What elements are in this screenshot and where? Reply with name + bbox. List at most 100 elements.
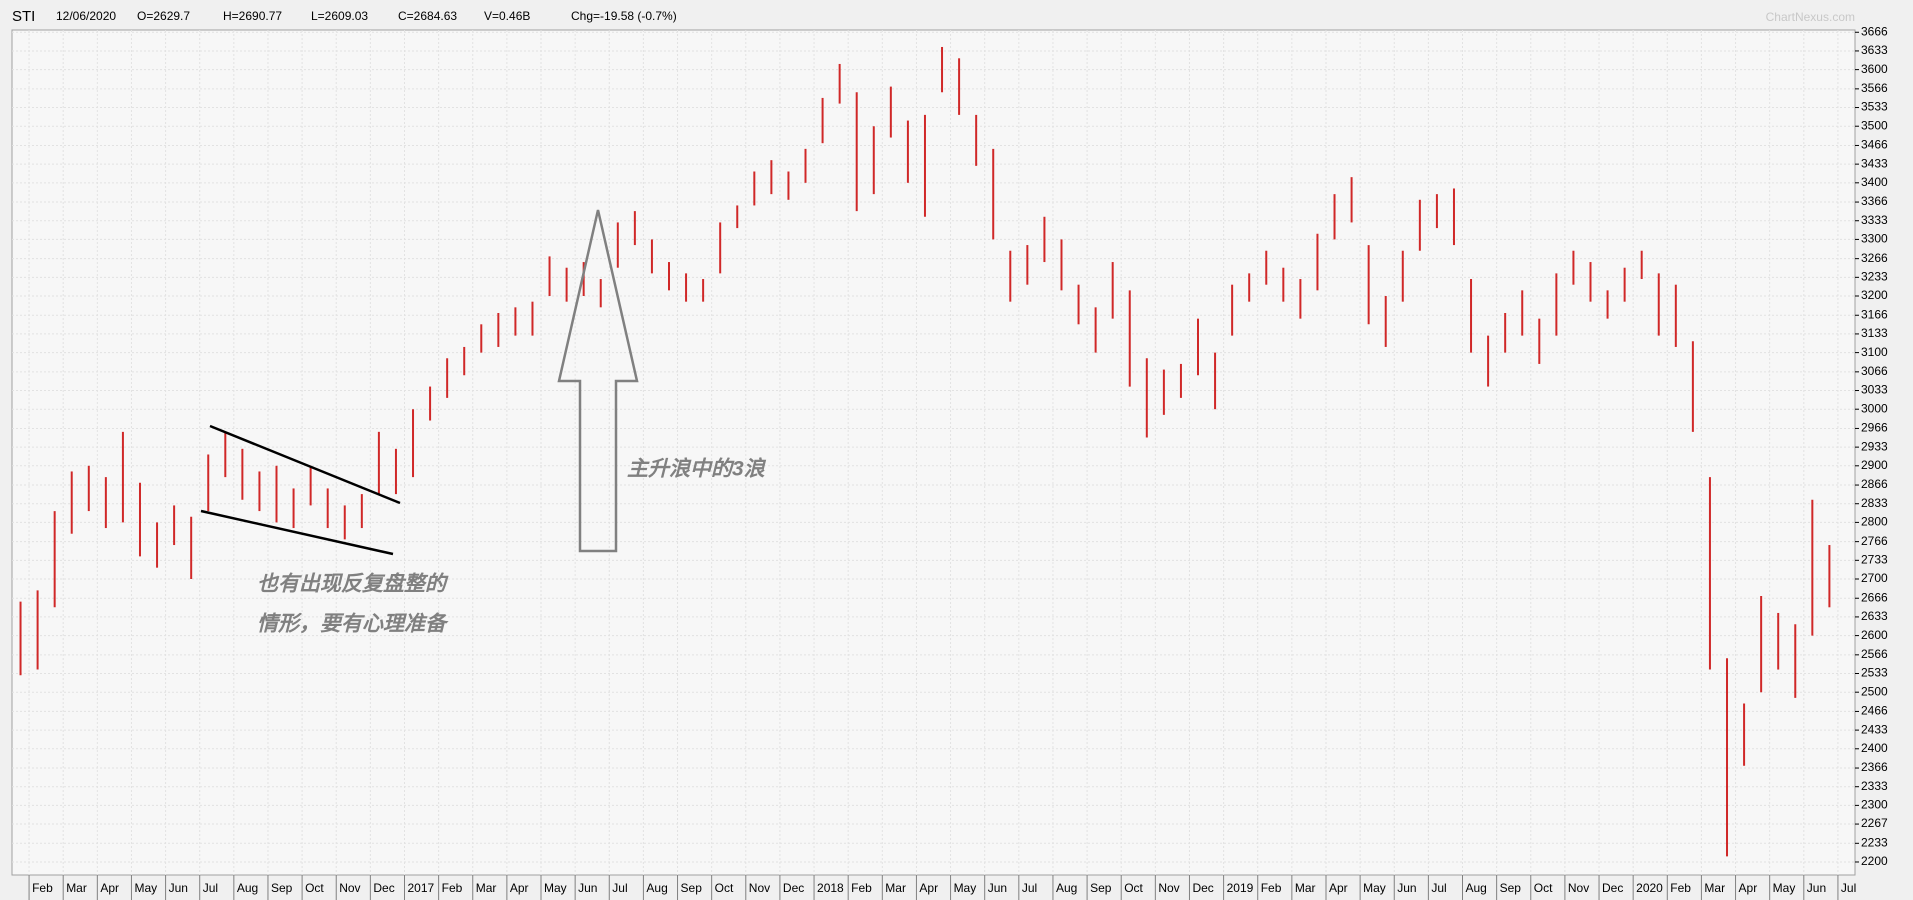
y-tick-label: 3566 xyxy=(1861,81,1888,95)
x-tick-label: Aug xyxy=(1056,881,1077,895)
y-tick-label: 3066 xyxy=(1861,364,1888,378)
x-tick-label: Feb xyxy=(1261,881,1282,895)
x-tick-label: Sep xyxy=(681,881,703,895)
header-change: Chg=-19.58 (-0.7%) xyxy=(571,9,677,23)
y-tick-label: 2300 xyxy=(1861,798,1888,812)
x-tick-label: Nov xyxy=(1158,881,1179,895)
x-tick-label: Oct xyxy=(1124,881,1143,895)
x-tick-label: Apr xyxy=(1739,881,1758,895)
y-tick-label: 2766 xyxy=(1861,534,1888,548)
x-tick-label: 2019 xyxy=(1227,881,1254,895)
x-tick-label: Jun xyxy=(578,881,597,895)
y-tick-label: 2566 xyxy=(1861,647,1888,661)
x-tick-label: Apr xyxy=(1329,881,1348,895)
x-tick-label: Feb xyxy=(442,881,463,895)
x-tick-label: May xyxy=(544,881,567,895)
y-tick-label: 3266 xyxy=(1861,251,1888,265)
x-tick-label: Apr xyxy=(100,881,119,895)
x-tick-label: Oct xyxy=(305,881,324,895)
x-tick-label: Apr xyxy=(510,881,529,895)
y-tick-label: 2267 xyxy=(1861,816,1888,830)
annotation: 也有出现反复盘整的 xyxy=(257,572,449,596)
x-tick-label: Aug xyxy=(646,881,667,895)
x-tick-label: Jun xyxy=(1807,881,1826,895)
y-tick-label: 3633 xyxy=(1861,43,1888,57)
y-tick-label: 3166 xyxy=(1861,307,1888,321)
x-tick-label: May xyxy=(954,881,977,895)
y-tick-label: 3333 xyxy=(1861,213,1888,227)
x-tick-label: Dec xyxy=(1192,881,1213,895)
x-tick-label: 2017 xyxy=(407,881,434,895)
header-date: 12/06/2020 xyxy=(56,9,116,23)
x-tick-label: Jul xyxy=(1841,881,1856,895)
x-tick-label: Jun xyxy=(988,881,1007,895)
annotation: 情形，要有心理准备 xyxy=(257,612,449,636)
y-tick-label: 3400 xyxy=(1861,175,1888,189)
y-tick-label: 3666 xyxy=(1861,24,1888,38)
y-tick-label: 3133 xyxy=(1861,326,1888,340)
y-tick-label: 3600 xyxy=(1861,62,1888,76)
y-tick-label: 3000 xyxy=(1861,401,1888,415)
x-tick-label: May xyxy=(1773,881,1796,895)
watermark: ChartNexus.com xyxy=(1766,10,1855,24)
y-tick-label: 2433 xyxy=(1861,722,1888,736)
y-tick-label: 2833 xyxy=(1861,496,1888,510)
x-tick-label: Jul xyxy=(1022,881,1037,895)
lower-trendline xyxy=(200,509,394,556)
y-tick-label: 3200 xyxy=(1861,288,1888,302)
x-tick-label: Jul xyxy=(612,881,627,895)
header-low: L=2609.03 xyxy=(311,9,368,23)
y-tick-label: 3233 xyxy=(1861,270,1888,284)
y-tick-label: 2366 xyxy=(1861,760,1888,774)
x-tick-label: Nov xyxy=(1568,881,1589,895)
x-tick-label: Mar xyxy=(1295,881,1316,895)
x-tick-label: Mar xyxy=(1704,881,1725,895)
x-tick-label: Mar xyxy=(885,881,906,895)
y-tick-label: 2200 xyxy=(1861,854,1888,868)
x-tick-label: Jun xyxy=(1397,881,1416,895)
y-tick-label: 3466 xyxy=(1861,138,1888,152)
x-tick-label: May xyxy=(134,881,157,895)
x-tick-label: Apr xyxy=(919,881,938,895)
marks: 2200 2233 2267 2300 2333 2366 2400 2433 2466 2500… xyxy=(12,24,1888,900)
header-close: C=2684.63 xyxy=(398,9,457,23)
y-tick-label: 2233 xyxy=(1861,835,1888,849)
x-tick-label: 2020 xyxy=(1636,881,1663,895)
x-tick-label: Mar xyxy=(66,881,87,895)
y-tick-label: 2733 xyxy=(1861,552,1888,566)
x-tick-label: Mar xyxy=(476,881,497,895)
y-tick-label: 2333 xyxy=(1861,779,1888,793)
y-tick-label: 3300 xyxy=(1861,232,1888,246)
header-open: O=2629.7 xyxy=(137,9,190,23)
y-tick-label: 3500 xyxy=(1861,118,1888,132)
y-tick-label: 3366 xyxy=(1861,194,1888,208)
x-tick-label: Feb xyxy=(32,881,53,895)
x-tick-label: Aug xyxy=(1466,881,1487,895)
y-tick-label: 2800 xyxy=(1861,515,1888,529)
x-tick-label: Nov xyxy=(339,881,360,895)
y-tick-label: 2700 xyxy=(1861,571,1888,585)
x-tick-label: Oct xyxy=(715,881,734,895)
header-volume: V=0.46B xyxy=(484,9,530,23)
x-tick-label: Sep xyxy=(1500,881,1522,895)
y-tick-label: 2533 xyxy=(1861,666,1888,680)
y-tick-label: 3100 xyxy=(1861,345,1888,359)
x-tick-label: Nov xyxy=(749,881,770,895)
x-tick-label: Dec xyxy=(373,881,394,895)
x-tick-label: Aug xyxy=(237,881,258,895)
x-tick-label: Jul xyxy=(203,881,218,895)
x-tick-label: Jul xyxy=(1431,881,1446,895)
y-tick-label: 3533 xyxy=(1861,100,1888,114)
x-tick-label: Dec xyxy=(1602,881,1623,895)
header-high: H=2690.77 xyxy=(223,9,282,23)
y-tick-label: 2466 xyxy=(1861,704,1888,718)
y-tick-label: 2966 xyxy=(1861,421,1888,435)
x-tick-label: Feb xyxy=(1670,881,1691,895)
y-tick-label: 2500 xyxy=(1861,684,1888,698)
y-tick-label: 2933 xyxy=(1861,439,1888,453)
x-tick-label: May xyxy=(1363,881,1386,895)
y-tick-label: 2633 xyxy=(1861,609,1888,623)
x-tick-label: Oct xyxy=(1534,881,1553,895)
